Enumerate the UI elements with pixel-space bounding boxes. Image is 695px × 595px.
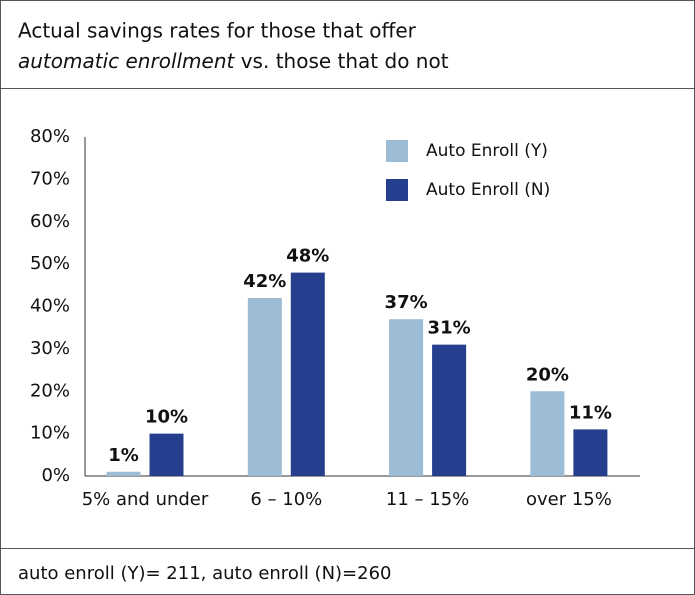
x-tick-label: over 15%	[526, 489, 612, 510]
y-tick-label: 0%	[41, 465, 70, 486]
bar	[389, 319, 424, 476]
y-tick-label: 70%	[30, 168, 70, 189]
y-tick-label: 80%	[30, 126, 70, 147]
x-tick-label: 11 – 15%	[386, 489, 469, 510]
y-tick-label: 30%	[30, 338, 70, 359]
bar	[432, 344, 467, 476]
y-tick-label: 60%	[30, 211, 70, 232]
y-tick-label: 20%	[30, 380, 70, 401]
bar	[573, 429, 608, 476]
y-tick-label: 10%	[30, 423, 70, 444]
bar	[106, 471, 141, 476]
bar	[149, 433, 184, 476]
bar	[247, 298, 282, 476]
value-label: 31%	[428, 318, 471, 339]
chart-title-rest: vs. those that do not	[234, 49, 448, 73]
chart-title: automatic enrollment vs. those that do n…	[18, 49, 449, 73]
legend-swatch	[386, 179, 408, 201]
value-label: 11%	[569, 402, 612, 423]
bar	[530, 391, 565, 476]
value-label: 37%	[385, 292, 428, 313]
chart-title-italic: automatic enrollment	[18, 49, 236, 73]
value-label: 1%	[108, 445, 139, 466]
x-tick-label: 5% and under	[82, 489, 209, 510]
legend-label: Auto Enroll (N)	[426, 180, 550, 200]
x-tick-label: 6 – 10%	[250, 489, 322, 510]
value-label: 10%	[145, 407, 188, 428]
chart-title: Actual savings rates for those that offe…	[18, 19, 417, 43]
y-tick-label: 50%	[30, 253, 70, 274]
legend-label: Auto Enroll (Y)	[426, 141, 548, 161]
bar	[290, 272, 325, 476]
value-label: 48%	[286, 246, 329, 267]
note: auto enroll (Y)= 211, auto enroll (N)=26…	[18, 563, 392, 584]
legend-swatch	[386, 140, 408, 162]
value-label: 42%	[243, 271, 286, 292]
value-label: 20%	[526, 364, 569, 385]
y-tick-label: 40%	[30, 296, 70, 317]
